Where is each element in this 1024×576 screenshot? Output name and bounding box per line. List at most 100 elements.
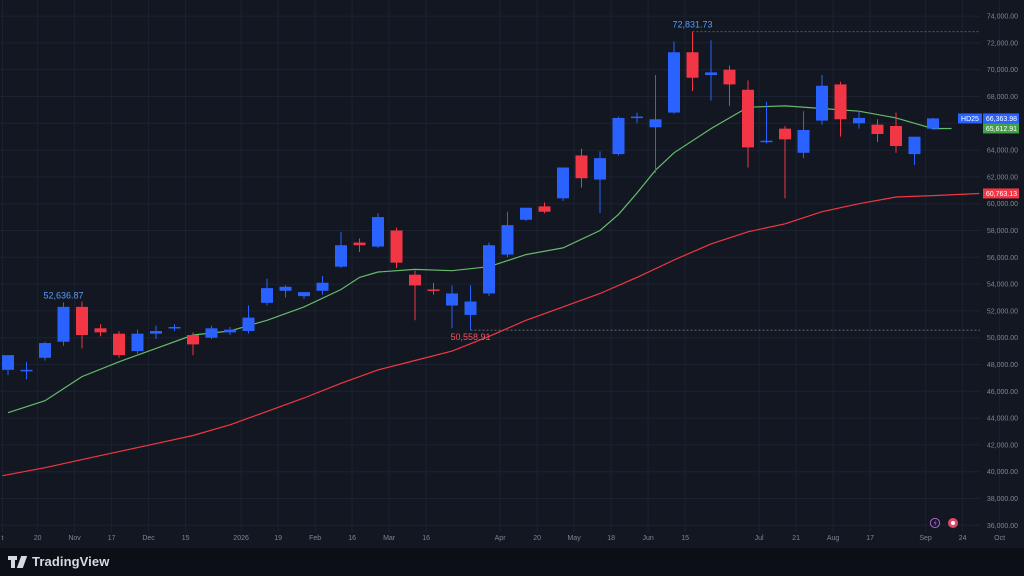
candle: [427, 282, 440, 295]
candle-body: [39, 343, 51, 358]
candle: [575, 148, 588, 188]
candle: [890, 112, 902, 153]
candle-body: [834, 84, 847, 120]
price-tag-value: 60,763.13: [986, 191, 1017, 198]
x-tick-label: Dec: [142, 535, 155, 542]
price-axis[interactable]: 36,000.00 38,000.00 40,000.00 42,000.00 44,0…: [987, 14, 1018, 530]
candle-body: [908, 136, 921, 155]
y-tick-label: 74,000.00: [987, 14, 1018, 21]
brand-name: TradingView: [32, 554, 110, 569]
x-tick-label: Apr: [495, 535, 507, 542]
price-tag-box: [983, 188, 1019, 199]
candle: [834, 81, 847, 137]
x-tick-label: 24: [959, 535, 967, 542]
candle-body: [205, 328, 218, 338]
candle: [853, 111, 865, 129]
candle-body: [557, 167, 569, 199]
y-tick-label: 68,000.00: [987, 94, 1018, 101]
candle: [261, 278, 273, 306]
candle-body: [779, 128, 791, 140]
x-tick-label: Mar: [383, 535, 396, 542]
candle-body: [446, 293, 458, 306]
candle-body: [150, 330, 162, 334]
price-tags: HD25 66,363.98 65,612.91 60,763.13: [958, 113, 1019, 199]
tradingview-logo-icon: [8, 555, 28, 568]
lightning-icon[interactable]: [929, 517, 941, 529]
candle-body: [427, 289, 440, 291]
y-tick-label: 52,000.00: [987, 308, 1018, 315]
candle: [760, 101, 773, 144]
candle-body: [390, 230, 403, 263]
x-tick-label: Sep: [919, 535, 932, 542]
candle: [353, 238, 366, 252]
tradingview-logo[interactable]: TradingView: [8, 554, 109, 569]
footer-bar: TradingView: [0, 548, 1024, 576]
x-tick-label: Jun: [642, 535, 653, 542]
price-tag-value: 65,612.91: [986, 126, 1017, 133]
y-tick-label: 36,000.00: [987, 523, 1018, 530]
candle: [668, 41, 680, 114]
chart-icons[interactable]: [929, 517, 958, 529]
candle: [242, 305, 255, 334]
extreme-price-label: 50,558.91: [450, 332, 490, 342]
price-tag-box: [983, 123, 1019, 134]
price-tag-value: 66,363.98: [986, 116, 1017, 123]
candle-body: [224, 329, 236, 333]
candle: [113, 330, 125, 358]
candle: [594, 151, 606, 214]
y-tick-label: 48,000.00: [987, 362, 1018, 369]
candle-body: [575, 155, 588, 179]
y-tick-label: 38,000.00: [987, 496, 1018, 503]
candle-body: [76, 306, 88, 336]
extreme-annotations: 72,831.73 52,636.87 50,558.91: [43, 20, 712, 342]
record-icon[interactable]: [948, 518, 958, 528]
candle: [557, 167, 569, 202]
candle: [483, 242, 495, 297]
candle-body: [742, 89, 754, 148]
x-tick-label: 17: [866, 535, 874, 542]
candle-body: [890, 125, 902, 147]
candle-body: [353, 242, 366, 246]
candle-body: [520, 207, 532, 220]
candlestick-series: [2, 31, 939, 380]
candle-body: [261, 288, 273, 303]
candle-body: [501, 225, 514, 255]
y-tick-label: 60,000.00: [987, 201, 1018, 208]
y-tick-label: 64,000.00: [987, 148, 1018, 155]
candle-body: [649, 119, 662, 128]
candle-body: [927, 118, 939, 129]
x-tick-label: 15: [182, 535, 190, 542]
candle: [224, 326, 236, 336]
y-tick-label: 54,000.00: [987, 282, 1018, 289]
x-tick-label: 21: [792, 535, 800, 542]
x-tick-label: 19: [274, 535, 282, 542]
candle-body: [853, 117, 865, 124]
candle: [409, 270, 421, 321]
candle: [168, 324, 181, 331]
x-tick-label: t: [1, 535, 3, 542]
x-tick-label: 20: [34, 535, 42, 542]
candle-body: [760, 140, 773, 143]
candle: [279, 285, 292, 298]
candle-body: [483, 245, 495, 294]
time-axis[interactable]: t 20 Nov 17 Dec 15 2026 19 Feb 16 Mar 16 Apr 20 May 18 J…: [1, 535, 1005, 542]
candle-body: [538, 206, 551, 212]
candle: [538, 202, 551, 214]
candle: [797, 111, 810, 159]
x-tick-label: Aug: [827, 535, 840, 542]
candle: [39, 341, 51, 361]
x-tick-label: Nov: [68, 535, 81, 542]
y-tick-label: 70,000.00: [987, 67, 1018, 74]
candle-body: [94, 328, 107, 333]
candle: [131, 329, 144, 354]
candle-body: [20, 369, 33, 372]
y-tick-label: 50,000.00: [987, 335, 1018, 342]
y-tick-label: 40,000.00: [987, 469, 1018, 476]
y-tick-label: 42,000.00: [987, 442, 1018, 449]
extreme-price-label: 72,831.73: [672, 20, 712, 30]
candle-body: [131, 333, 144, 352]
candle: [779, 125, 791, 199]
candle: [57, 302, 70, 346]
x-tick-label: Jul: [755, 535, 764, 542]
